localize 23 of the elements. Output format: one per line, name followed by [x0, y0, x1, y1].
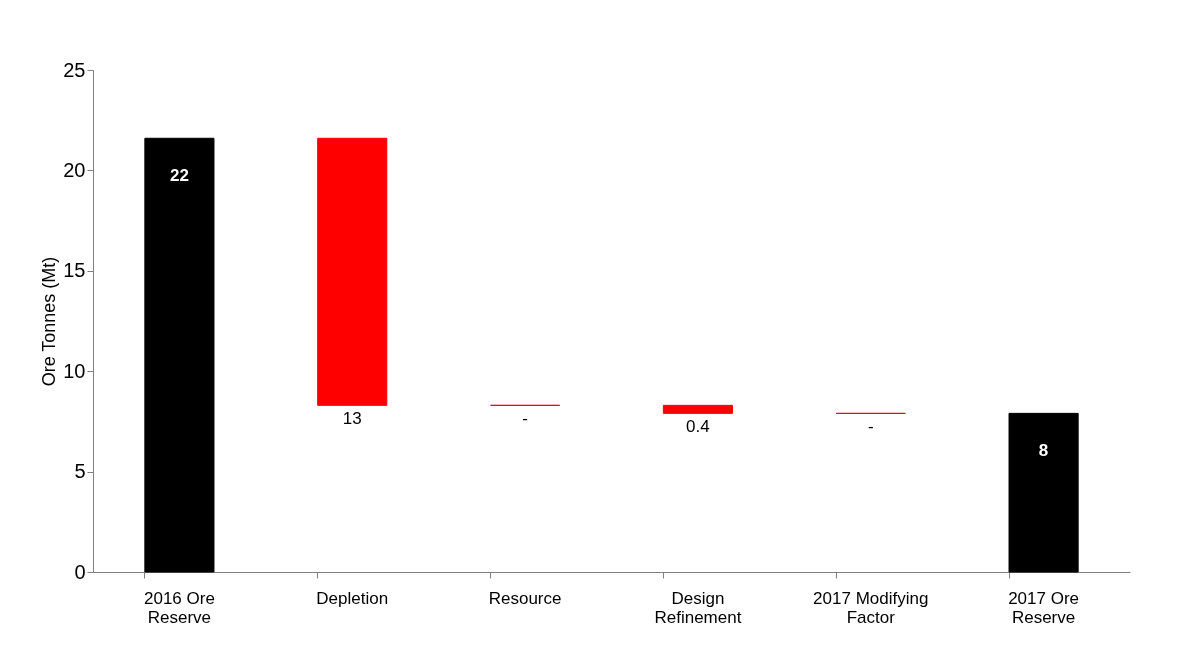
x-tick-label: Depletion — [316, 588, 389, 608]
x-tick-label: 2016 Ore Reserve — [143, 588, 215, 627]
data-label: - — [867, 417, 874, 437]
y-tick-label: 20 — [63, 158, 86, 181]
y-tick-label: 5 — [74, 460, 86, 483]
y-tick-label: 10 — [63, 359, 86, 382]
data-label: 8 — [1038, 441, 1049, 461]
x-tick-label: Resource — [488, 588, 562, 608]
data-label: - — [522, 409, 528, 429]
y-tick-label: 15 — [63, 259, 86, 282]
bar — [1008, 412, 1079, 573]
y-axis-title: Ore Tonnes (Mt) — [39, 256, 60, 387]
bar — [317, 137, 388, 406]
data-label: 22 — [169, 166, 189, 186]
bar — [662, 404, 733, 414]
y-tick-label: 0 — [74, 560, 86, 583]
x-tick-label: 2017 Ore Reserve — [1008, 588, 1080, 627]
bar — [144, 137, 215, 573]
y-tick-label: 25 — [63, 58, 86, 81]
x-tick-label: 2017 Modifying Factor — [813, 588, 929, 627]
data-label: 13 — [342, 409, 362, 429]
x-tick-label: Design Refinement — [654, 588, 742, 627]
data-label: 0.4 — [686, 417, 710, 437]
